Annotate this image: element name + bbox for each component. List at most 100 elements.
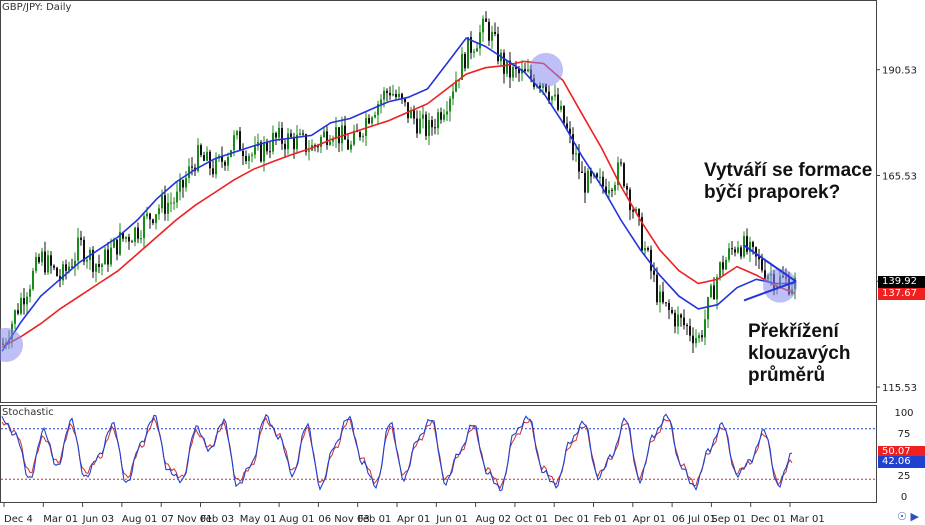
candle-body: [461, 53, 463, 80]
candle-body: [449, 98, 451, 112]
stoch-k-line: [1, 413, 793, 492]
x-tick-label: Aug 01: [279, 514, 314, 525]
candle-body: [476, 48, 478, 52]
candle-body: [281, 127, 283, 144]
crossover-highlight-1: [0, 327, 23, 362]
candle-body: [233, 135, 235, 151]
candle-body: [494, 31, 496, 34]
candle-body: [338, 127, 340, 144]
candle-body: [293, 136, 295, 150]
candle-body: [428, 120, 430, 136]
candle-body: [740, 247, 742, 257]
stoch-d-tag: 42.06: [878, 456, 925, 468]
candle-body: [314, 145, 316, 147]
play-icon[interactable]: ▶: [910, 510, 919, 523]
moving-average-slow-line: [1, 60, 796, 348]
candle-body: [692, 335, 694, 344]
candle-body: [68, 266, 70, 271]
candle-body: [176, 191, 178, 203]
stochastic-group: [1, 413, 876, 492]
candle-body: [527, 69, 529, 72]
candle-body: [764, 270, 766, 280]
candle-body: [38, 256, 40, 263]
candle-body: [488, 21, 490, 41]
candle-body: [188, 166, 190, 178]
candle-body: [341, 125, 343, 144]
candle-body: [596, 173, 598, 178]
candle-body: [602, 176, 604, 187]
candle-body: [272, 132, 274, 152]
candle-body: [365, 118, 367, 137]
candle-body: [122, 232, 124, 239]
crossover-annotation-line-1: Překřížení: [748, 321, 839, 342]
candle-body: [611, 189, 613, 191]
candle-body: [566, 123, 568, 129]
candle-body: [236, 131, 238, 136]
candle-body: [419, 118, 421, 134]
candle-body: [467, 37, 469, 69]
candle-body: [140, 238, 142, 240]
candle-body: [95, 264, 97, 272]
candle-body: [752, 241, 754, 248]
stoch-tick-label: 0: [901, 492, 907, 503]
candle-body: [215, 158, 217, 175]
candle-body: [641, 217, 643, 251]
candle-body: [677, 314, 679, 327]
candle-body: [653, 270, 655, 275]
candle-body: [26, 296, 28, 305]
candle-body: [755, 247, 757, 257]
candle-body: [506, 60, 508, 74]
candle-body: [623, 163, 625, 187]
candle-body: [722, 262, 724, 270]
candle-body: [101, 264, 103, 267]
candle-body: [575, 153, 577, 155]
candle-body: [695, 338, 697, 344]
candle-body: [482, 18, 484, 33]
candle-body: [497, 33, 499, 62]
candle-body: [173, 202, 175, 204]
candle-body: [491, 31, 493, 41]
candle-body: [452, 91, 454, 99]
crossover-annotation-line-3: průměrů: [748, 365, 826, 386]
x-tick-label: Sep 01: [711, 514, 746, 525]
candle-body: [164, 195, 166, 214]
candle-body: [248, 155, 250, 162]
crossover-highlight-2: [529, 52, 563, 87]
x-tick-label: Dec 4: [4, 514, 33, 525]
candle-body: [203, 155, 205, 161]
candle-body: [455, 80, 457, 92]
candle-body: [383, 90, 385, 100]
symbol-label: GBP/JPY: Daily: [2, 2, 72, 13]
x-tick-label: 07 Nov 01: [161, 514, 212, 525]
candle-body: [221, 155, 223, 162]
candle-body: [548, 91, 550, 101]
candle-body: [698, 335, 700, 339]
candle-body: [56, 267, 58, 277]
candle-body: [407, 102, 409, 119]
candle-body: [659, 291, 661, 303]
candle-body: [389, 92, 391, 96]
candle-body: [149, 213, 151, 220]
candle-body: [503, 52, 505, 74]
x-tick-label: May 01: [240, 514, 277, 525]
candle-body: [44, 251, 46, 273]
candle-body: [242, 150, 244, 157]
candle-body: [191, 166, 193, 168]
candle-body: [290, 133, 292, 137]
ma-price-tag: 137.67: [878, 288, 925, 300]
candle-body: [302, 133, 304, 135]
stoch-tick-label: 100: [894, 408, 913, 419]
candle-body: [410, 110, 412, 119]
drawing-tool-icon[interactable]: ☉: [897, 510, 908, 523]
candle-body: [368, 118, 370, 124]
candle-body: [17, 310, 19, 314]
candle-body: [47, 255, 49, 273]
candle-body: [287, 133, 289, 150]
candle-body: [635, 209, 637, 212]
x-tick-label: Jun 01: [435, 514, 468, 525]
crossover-highlight-3: [763, 268, 797, 303]
candle-body: [350, 144, 352, 150]
